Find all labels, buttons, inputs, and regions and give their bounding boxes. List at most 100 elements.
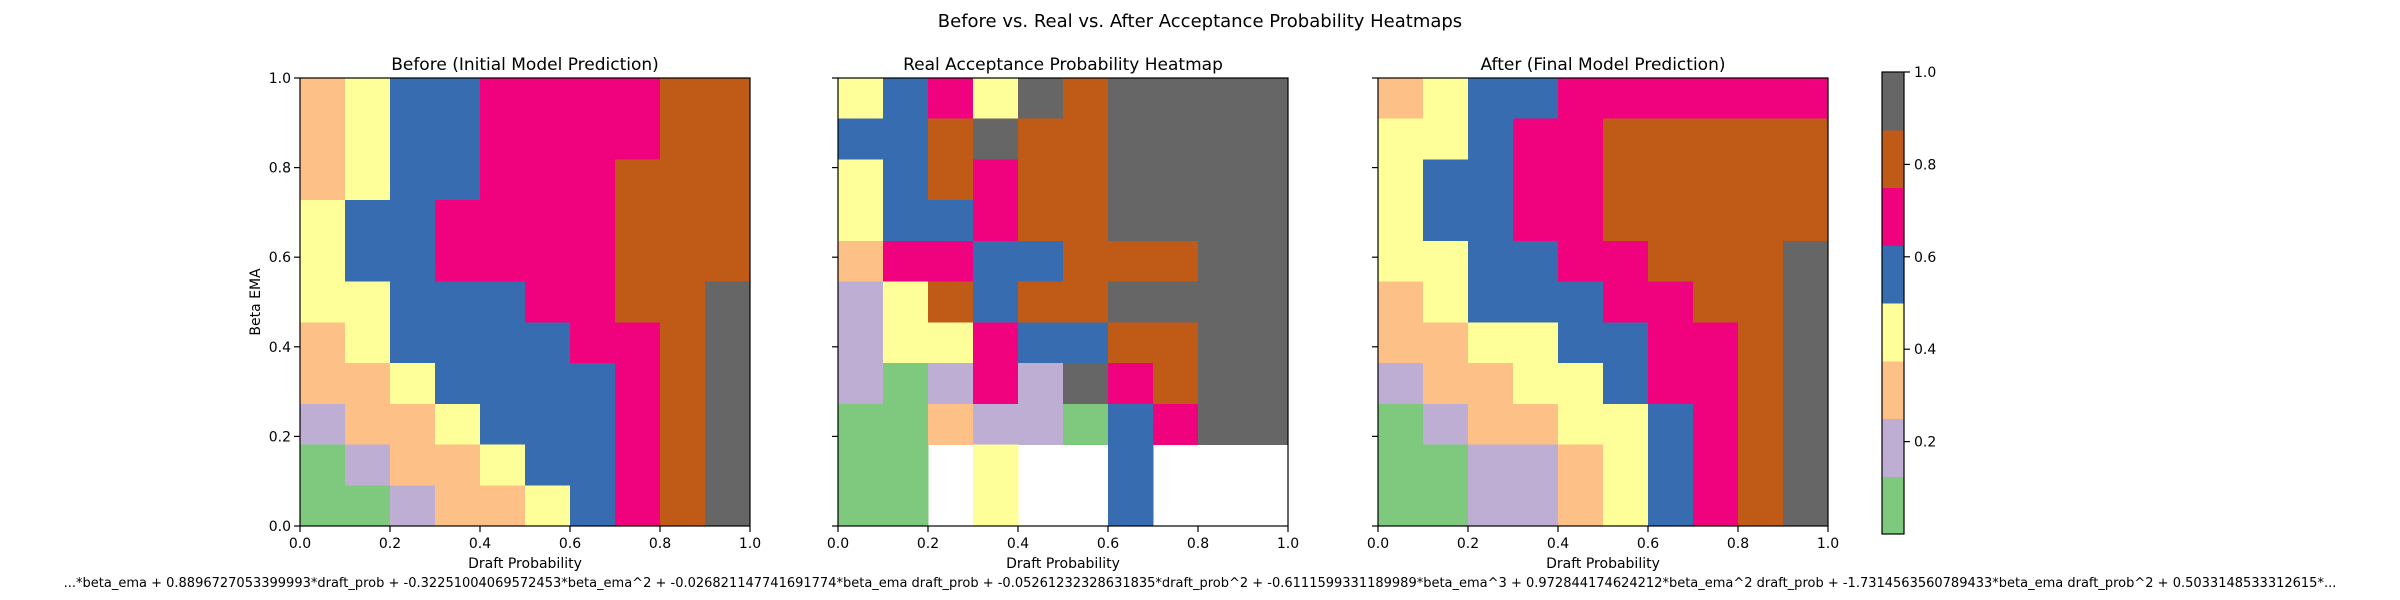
heatmap-cell	[1603, 118, 1649, 161]
colorbar-segment	[1882, 245, 1904, 304]
heatmap-cell	[1648, 363, 1694, 405]
heatmap-cell	[1783, 281, 1829, 323]
heatmap-cell	[1153, 322, 1199, 364]
heatmap-cell	[1693, 240, 1739, 283]
heatmap-cell	[705, 118, 751, 161]
heatmap-cell	[570, 159, 616, 201]
heatmap-cell	[615, 240, 661, 283]
heatmap-cell	[1378, 159, 1424, 201]
heatmap-cell	[1513, 363, 1559, 405]
heatmap-cell	[1783, 363, 1829, 405]
heatmap-cell	[435, 485, 481, 527]
heatmap-cell	[838, 444, 884, 486]
heatmap-cell	[570, 200, 616, 242]
y-tick-label: 0.6	[269, 250, 291, 266]
colorbar-segment	[1882, 187, 1904, 246]
heatmap-cell	[1198, 281, 1244, 323]
heatmap-cell	[525, 444, 571, 486]
heatmap-cell	[570, 240, 616, 283]
heatmap-cell	[1243, 200, 1289, 242]
heatmap-cell	[1783, 403, 1829, 446]
heatmap-cell	[390, 159, 436, 201]
heatmap-cell	[838, 240, 884, 283]
heatmap-cell	[525, 78, 571, 120]
figure-title: Before vs. Real vs. After Acceptance Pro…	[938, 11, 1462, 32]
x-tick-label: 0.0	[827, 536, 849, 552]
heatmap-cell	[928, 322, 974, 364]
heatmap-cell	[345, 403, 391, 446]
heatmap-cell	[1468, 78, 1514, 120]
heatmap-cell	[660, 485, 706, 527]
heatmap-cell	[1108, 444, 1154, 486]
axes-frame	[1377, 77, 1829, 527]
heatmap-cell	[480, 403, 526, 446]
heatmap-cell	[1153, 240, 1199, 283]
heatmap-cell	[300, 159, 346, 201]
heatmap-cell	[300, 78, 346, 120]
heatmap-cell	[973, 240, 1019, 283]
colorbar-segment	[1882, 72, 1904, 131]
heatmap-cell	[1423, 118, 1469, 161]
heatmap-cell	[1783, 444, 1829, 486]
heatmap-cell	[1423, 363, 1469, 405]
heatmap-cell	[1648, 444, 1694, 486]
y-tick-label: 0.4	[269, 340, 291, 356]
heatmap-cell	[1513, 322, 1559, 364]
heatmap-cell	[390, 281, 436, 323]
heatmap-cell	[1468, 240, 1514, 283]
heatmap-cell	[1738, 240, 1784, 283]
heatmap-cell	[973, 118, 1019, 161]
heatmap-cell	[1198, 403, 1244, 446]
heatmap-cell	[1108, 78, 1154, 120]
x-tick-label: 0.0	[289, 536, 311, 552]
heatmap-cell	[1108, 118, 1154, 161]
heatmap-cell	[1423, 78, 1469, 120]
heatmap-cell	[705, 322, 751, 364]
heatmap-cell	[660, 363, 706, 405]
heatmap-cell	[1738, 363, 1784, 405]
heatmap-cell	[1738, 281, 1784, 323]
x-tick-label: 0.2	[1457, 536, 1479, 552]
heatmap-cell	[973, 485, 1019, 527]
heatmap-cell	[390, 78, 436, 120]
heatmap-cell	[480, 281, 526, 323]
heatmap-panel-2: 0.0 0.2 0.4 0.6 0.8 1.0 Real Acceptance Probab…	[827, 55, 1299, 572]
colorbar-frame	[1881, 71, 1905, 535]
heatmap-cell	[1153, 159, 1199, 201]
heatmap-cell	[1423, 240, 1469, 283]
heatmap-cell	[615, 403, 661, 446]
heatmap-cell	[345, 485, 391, 527]
heatmap-cell	[1603, 78, 1649, 120]
heatmap-cell	[345, 322, 391, 364]
heatmap-cell	[1108, 281, 1154, 323]
heatmap-cell	[1648, 159, 1694, 201]
heatmap-cell	[570, 363, 616, 405]
heatmap-cell	[1693, 403, 1739, 446]
heatmap-cell	[1018, 363, 1064, 405]
heatmap-cell	[1648, 78, 1694, 120]
heatmap-cell	[973, 200, 1019, 242]
heatmap-cell	[1243, 159, 1289, 201]
heatmap-cell	[390, 200, 436, 242]
heatmap-cell	[1513, 118, 1559, 161]
colorbar-tick-label: 0.6	[1914, 250, 1936, 266]
formula-text: ...*beta_ema + 0.8896727053399993*draft_…	[64, 576, 2337, 591]
heatmap-cell	[480, 200, 526, 242]
x-tick-label: 0.2	[379, 536, 401, 552]
heatmap-cell	[1243, 118, 1289, 161]
heatmap-cell	[1558, 240, 1604, 283]
heatmap-cell	[1153, 281, 1199, 323]
heatmap-cell	[883, 322, 929, 364]
heatmap-cell	[1693, 444, 1739, 486]
heatmap-cell	[838, 363, 884, 405]
heatmap-cell	[928, 403, 974, 446]
heatmap-cell	[1603, 322, 1649, 364]
heatmap-cell	[1738, 118, 1784, 161]
heatmap-cell	[1243, 240, 1289, 283]
colorbar-segment	[1882, 129, 1904, 189]
heatmap-cell	[1693, 281, 1739, 323]
heatmap-cell	[615, 78, 661, 120]
heatmap-cell	[1783, 322, 1829, 364]
heatmap-cell	[1603, 159, 1649, 201]
heatmap-cell	[838, 78, 884, 120]
